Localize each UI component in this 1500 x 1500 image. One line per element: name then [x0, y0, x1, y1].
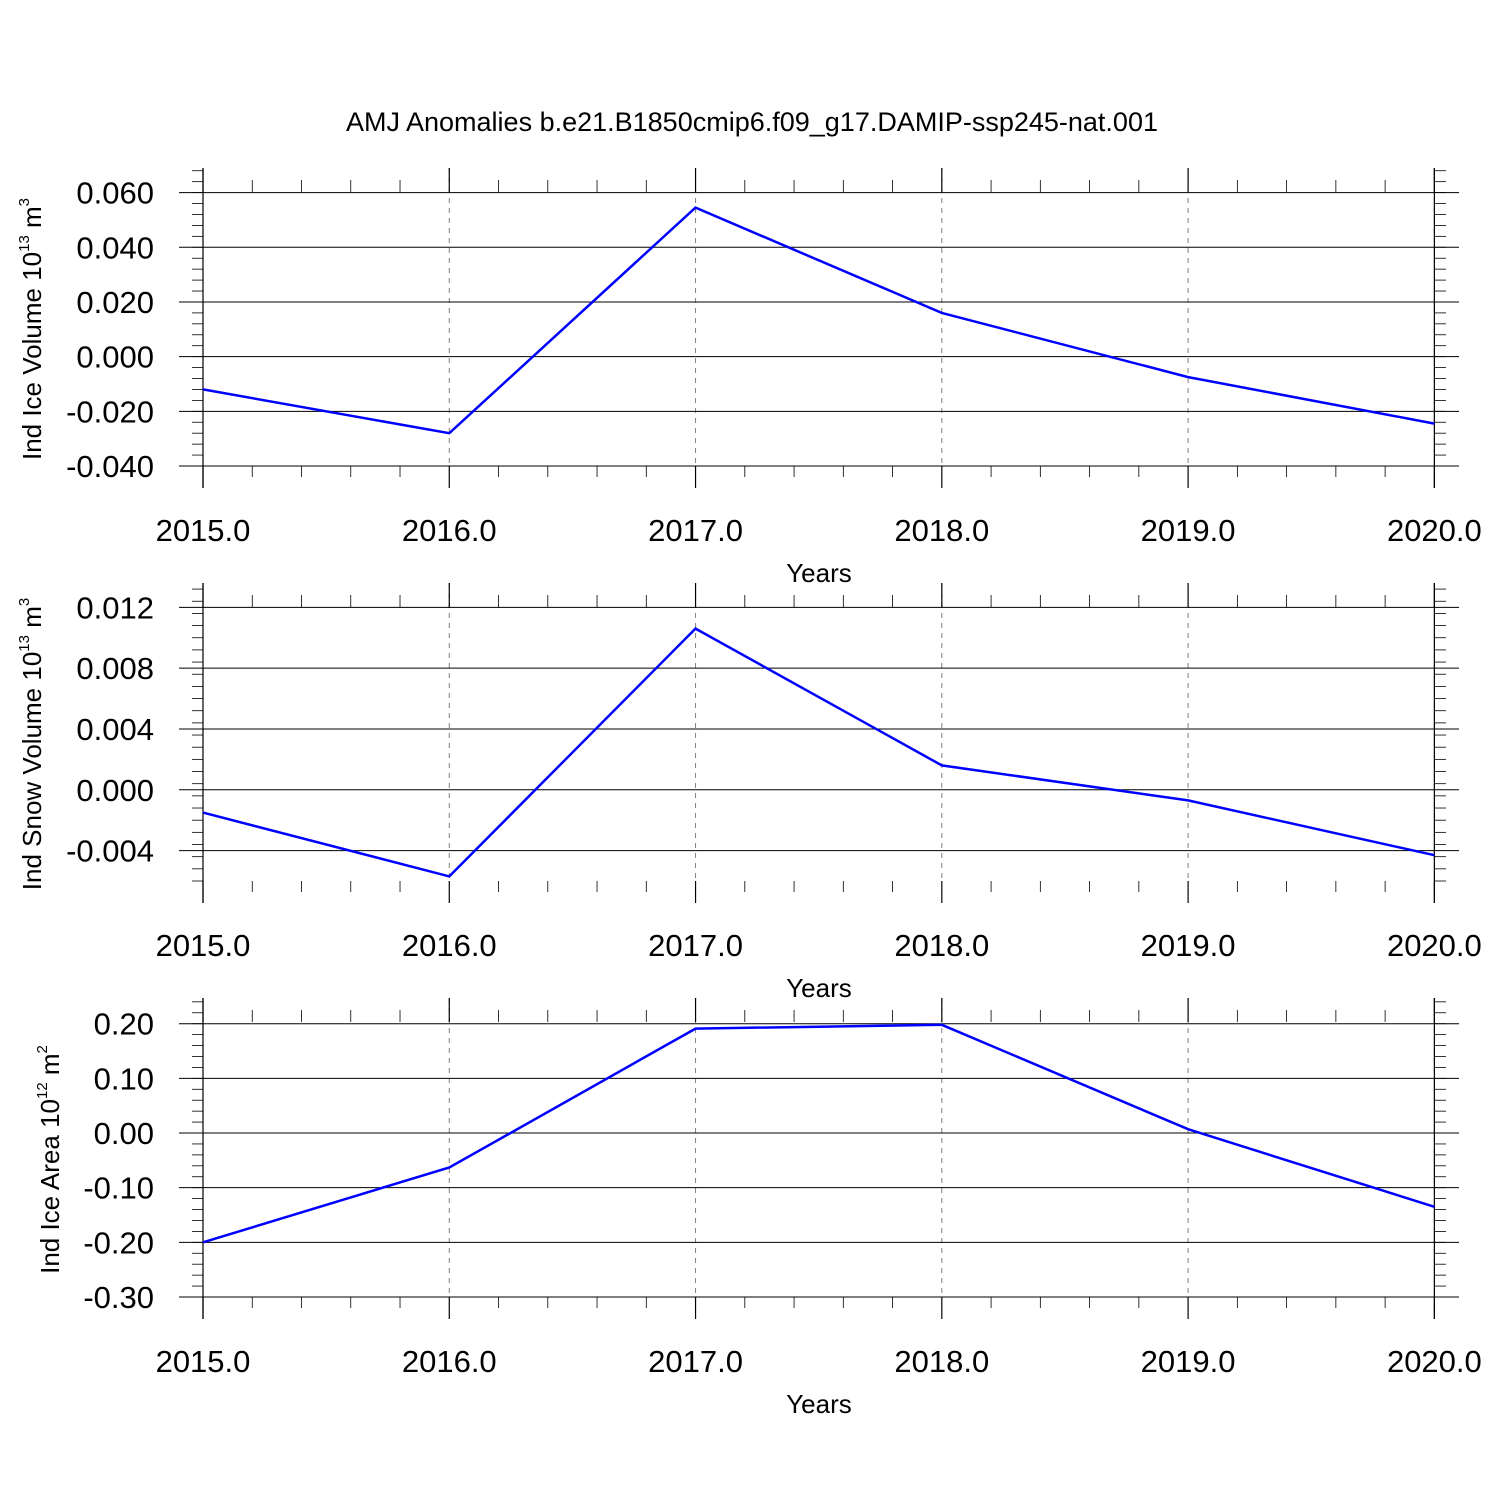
x-tick-label: 2017.0 [648, 1344, 743, 1379]
y-tick-label: 0.020 [76, 285, 154, 320]
x-axis-label: Years [786, 1389, 852, 1419]
series-line [202, 627, 1435, 878]
y-axis-label: Ind Ice Area 1012 m2 [34, 1045, 65, 1274]
x-tick-label: 2016.0 [402, 1344, 497, 1379]
y-tick-label: 0.004 [76, 712, 154, 747]
x-axis-label: Years [786, 558, 852, 588]
x-tick-label: 2019.0 [1141, 928, 1236, 963]
x-tick-label: 2016.0 [402, 513, 497, 548]
x-axis-label: Years [786, 973, 852, 1003]
y-tick-label: 0.012 [76, 590, 154, 625]
x-tick-label: 2015.0 [156, 928, 251, 963]
series-line [202, 1023, 1435, 1244]
x-tick-label: 2016.0 [402, 928, 497, 963]
x-tick-label: 2020.0 [1387, 928, 1482, 963]
panel-1: -0.040 -0.020 0.000 0.020 0.040 0.060 2015.0 20… [16, 168, 1482, 588]
y-tick-label: -0.10 [83, 1171, 154, 1206]
panel-3: -0.30 -0.20 -0.10 0.00 0.10 0.20 2015.0 2016.0 2… [34, 998, 1482, 1419]
y-tick-label: -0.20 [83, 1225, 154, 1260]
x-tick-label: 2019.0 [1141, 1344, 1236, 1379]
panel-2: -0.004 0.000 0.004 0.008 0.012 2015.0 2016.0 20… [16, 583, 1482, 1003]
y-tick-label: 0.060 [76, 176, 154, 211]
y-axis-label: Ind Ice Volume 1013 m3 [16, 198, 47, 460]
y-axis-label: Ind Snow Volume 1013 m3 [16, 598, 47, 890]
y-tick-label: 0.040 [76, 230, 154, 265]
y-tick-label: 0.20 [94, 1007, 154, 1042]
x-tick-label: 2015.0 [156, 1344, 251, 1379]
y-tick-label: 0.00 [94, 1116, 154, 1151]
y-tick-label: -0.040 [66, 449, 154, 484]
x-tick-label: 2018.0 [894, 513, 989, 548]
y-tick-label: -0.020 [66, 394, 154, 429]
y-tick-label: 0.000 [76, 340, 154, 375]
x-tick-label: 2018.0 [894, 928, 989, 963]
x-tick-label: 2017.0 [648, 928, 743, 963]
x-tick-label: 2018.0 [894, 1344, 989, 1379]
series-line [202, 206, 1435, 435]
y-tick-label: -0.30 [83, 1280, 154, 1315]
y-tick-label: 0.000 [76, 773, 154, 808]
x-tick-label: 2020.0 [1387, 1344, 1482, 1379]
x-tick-label: 2020.0 [1387, 513, 1482, 548]
y-tick-label: 0.10 [94, 1061, 154, 1096]
y-tick-label: 0.008 [76, 651, 154, 686]
y-tick-label: -0.004 [66, 834, 154, 869]
x-tick-label: 2017.0 [648, 513, 743, 548]
panels: -0.040 -0.020 0.000 0.020 0.040 0.060 2015.0 20… [16, 168, 1482, 1419]
x-tick-label: 2015.0 [156, 513, 251, 548]
figure-title: AMJ Anomalies b.e21.B1850cmip6.f09_g17.D… [346, 107, 1158, 137]
x-tick-label: 2019.0 [1141, 513, 1236, 548]
